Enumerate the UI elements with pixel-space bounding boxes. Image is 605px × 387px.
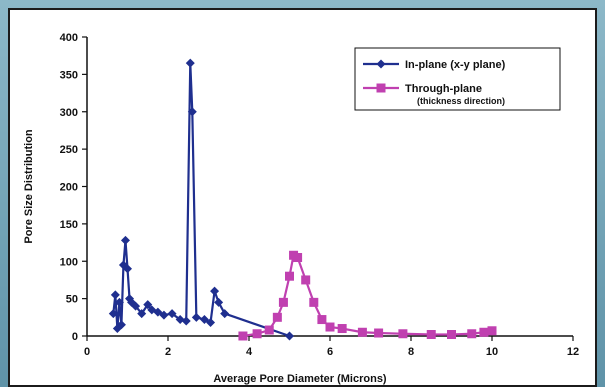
data-point-diamond [199,315,209,325]
data-point-diamond [114,297,124,307]
data-point-square [374,328,384,338]
x-tick-label: 0 [84,346,90,358]
data-point-square [447,330,456,340]
data-point-square [301,275,311,285]
data-point-diamond [181,316,191,326]
data-point-diamond [143,300,153,310]
x-tick-label: 10 [486,346,498,358]
legend-label-1: In-plane (x-y plane) [405,59,506,71]
data-point-square [426,330,436,340]
y-tick-label: 250 [60,144,78,156]
x-tick-label: 4 [246,346,253,358]
data-point-square [398,329,408,339]
data-point-diamond [175,315,185,325]
data-point-diamond [131,301,141,311]
legend-sublabel-2: (thickness direction) [417,96,505,106]
data-point-square [317,315,327,325]
x-axis-title: Average Pore Diameter (Microns) [213,373,387,385]
data-point-square [325,322,335,332]
y-axis-title: Pore Size Distribution [23,129,35,244]
data-point-diamond [153,307,163,317]
y-tick-label: 150 [60,219,78,231]
y-tick-label: 100 [60,256,78,268]
legend-marker-square [376,83,386,93]
data-point-diamond [214,297,224,307]
data-point-square [238,331,248,341]
data-point-square [467,329,477,339]
legend-box [354,47,561,111]
data-point-diamond [137,309,147,319]
data-point-diamond [167,309,177,319]
y-tick-label: 400 [60,32,78,44]
data-point-diamond [108,309,118,319]
series-line-1 [112,62,290,338]
data-point-square [252,329,262,339]
data-point-square [337,324,347,334]
data-point-diamond [206,318,216,328]
legend-marker-diamond [376,59,386,69]
data-point-diamond [120,235,130,245]
y-tick-label: 200 [60,182,78,194]
y-tick-label: 350 [60,69,78,81]
data-point-diamond [185,58,195,68]
data-point-diamond [191,312,201,322]
y-tick-label: 50 [66,294,78,306]
data-point-diamond [285,331,294,341]
data-point-diamond [123,264,132,274]
data-point-square [487,326,497,336]
data-point-diamond [159,310,169,320]
chart: 0 50 100 150 200 250 300 350 400 0 2 4 6 8 10 12 Average… [23,32,579,385]
series-line-2 [242,254,493,338]
data-point-square [285,271,294,281]
chart-panel: 0 50 100 150 200 250 300 350 400 0 2 4 6 8 10 12 Average… [8,8,597,387]
data-point-square [357,327,367,337]
x-tick-label: 8 [408,346,414,358]
legend-label-2: Through-plane [405,83,482,95]
y-tick-label: 300 [60,107,78,119]
x-tick-label: 6 [327,346,333,358]
data-point-diamond [210,286,220,296]
y-tick-label: 0 [72,331,78,343]
x-tick-label: 2 [165,346,171,358]
data-point-square [309,297,319,307]
data-point-square [479,327,489,337]
data-point-diamond [220,309,230,319]
data-point-diamond [187,107,197,117]
x-tick-label: 12 [567,346,579,358]
data-point-diamond [116,320,126,330]
data-point-diamond [110,290,120,300]
data-point-square [272,312,282,322]
data-point-square [293,253,303,263]
data-point-square [264,325,274,335]
data-point-square [278,297,288,307]
